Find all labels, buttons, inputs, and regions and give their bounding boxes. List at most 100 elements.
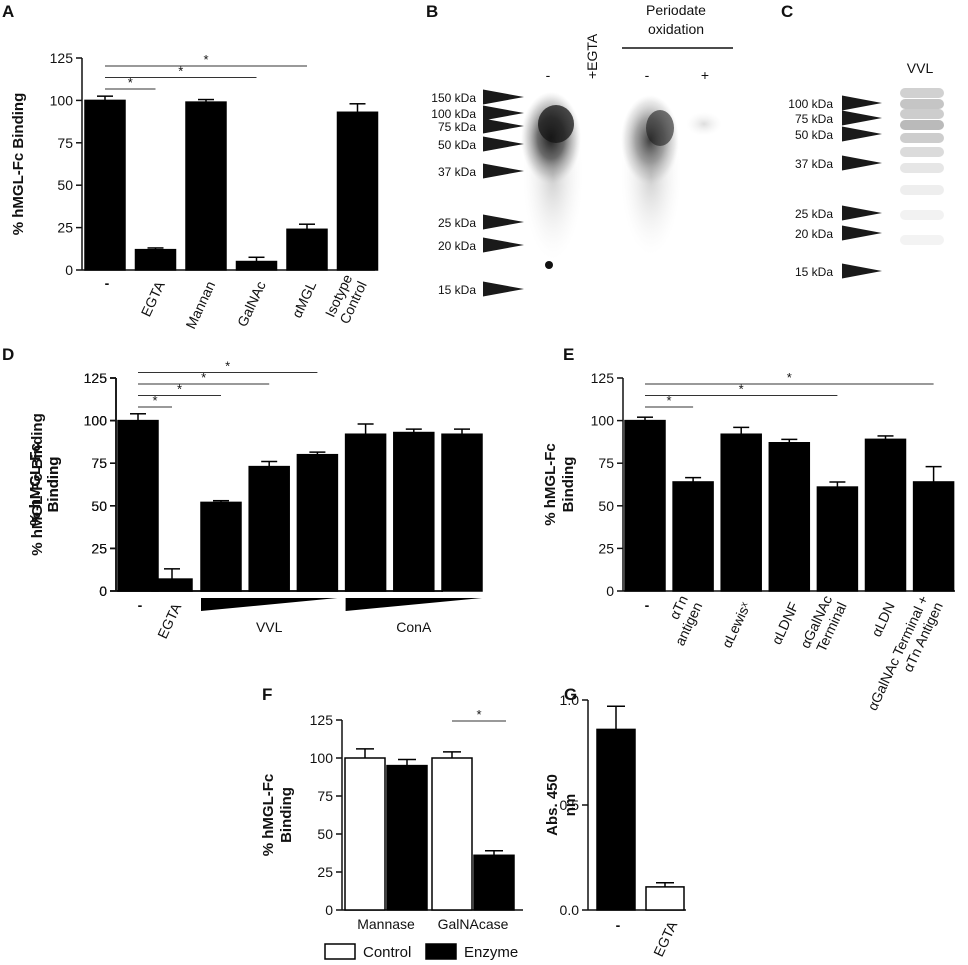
marker-label: 15 kDa (795, 265, 833, 279)
x-tick-label: αLDNF (768, 600, 801, 647)
panel-label: F (262, 685, 272, 704)
y-tick-label: 0 (99, 583, 107, 599)
bar (185, 101, 227, 271)
marker-arrow (483, 105, 524, 121)
y-tick-label: 50 (317, 826, 333, 842)
marker-arrow (842, 126, 882, 142)
y-axis-label-line: % hMGL-Fc (542, 443, 559, 526)
lane-label: VVL (907, 60, 934, 76)
significance-star: * (152, 393, 157, 408)
y-tick-label: 0.5 (560, 797, 580, 813)
y-tick-label: 50 (91, 498, 107, 514)
y-tick-label: 0 (325, 902, 333, 918)
marker-label: 100 kDa (788, 97, 833, 111)
bar (624, 419, 666, 592)
marker-arrow (842, 205, 882, 221)
marker-arrow (483, 118, 524, 134)
bar (134, 248, 177, 271)
blot-band (900, 163, 944, 173)
marker-label: 37 kDa (438, 165, 476, 179)
bar (84, 99, 126, 271)
panel-label: C (781, 2, 793, 21)
x-tick-label-group: GalNAc (234, 279, 269, 329)
significance-star: * (225, 359, 230, 374)
y-axis-label: % hMGL-Fc Binding (10, 93, 27, 235)
bar (235, 260, 278, 271)
legend-label: Control (363, 944, 411, 961)
marker-arrow (483, 214, 524, 230)
significance-star: * (739, 382, 744, 397)
y-axis-label-line: % hMGL-Fc (27, 443, 44, 526)
panel-label: D (2, 345, 14, 364)
y-axis-label-line: Binding (45, 457, 62, 513)
significance-star: * (203, 52, 208, 67)
y-tick-label: 125 (310, 712, 334, 728)
bar (386, 764, 428, 911)
blot-band (900, 235, 944, 245)
x-tick-label: Mannan (182, 279, 218, 332)
x-tick-label: Mannase (357, 916, 415, 932)
marker-label: 15 kDa (438, 283, 476, 297)
y-axis-label: % hMGL-FcBinding (260, 774, 295, 857)
significance-star: * (178, 64, 183, 79)
bar (393, 431, 435, 592)
x-tick-label-group: EGTA (650, 918, 680, 959)
lane-label: - (546, 67, 551, 83)
significance-star: * (201, 370, 206, 385)
lane-label: +EGTA (584, 33, 600, 79)
x-tick-label: GalNAcase (438, 916, 509, 932)
x-tick-label-group: αLDN (868, 600, 898, 639)
x-tick-label: αMGL (289, 278, 320, 320)
y-tick-label: 25 (91, 540, 107, 556)
y-axis-label-line: % hMGL-Fc (27, 443, 44, 526)
y-axis-label-group: % hMGL-FcBinding (542, 443, 577, 526)
y-axis-label-line: Binding (278, 787, 295, 843)
blot-band (686, 112, 722, 136)
blot-band (900, 210, 944, 220)
legend-swatch (425, 943, 457, 960)
y-tick-label: 100 (84, 413, 108, 429)
y-tick-label: 0 (65, 262, 73, 278)
marker-arrow (842, 155, 882, 171)
legend-label: Enzyme (464, 944, 518, 961)
blot-band (900, 133, 944, 143)
marker-label: 25 kDa (795, 207, 833, 221)
y-axis-label-line: % hMGL-Fc (260, 774, 277, 857)
y-axis-label: % hMGL-FcBinding (27, 443, 62, 526)
bar (864, 438, 907, 592)
marker-label: 20 kDa (438, 239, 476, 253)
marker-arrow (842, 263, 882, 279)
marker-label: 20 kDa (795, 227, 833, 241)
bar (344, 433, 387, 592)
x-tick-label-group: αGalNAc Terminal +αTn Antigen (864, 593, 946, 713)
group-label: Periodate oxidation (646, 2, 706, 37)
blot-band (900, 109, 944, 119)
y-axis-label: % hMGL-FcBinding (27, 443, 62, 526)
blot-band (900, 88, 944, 98)
bar (117, 419, 159, 592)
group-label: ConA (396, 619, 432, 635)
group-label-line: oxidation (648, 21, 704, 37)
y-tick-label: 1.0 (560, 692, 580, 708)
y-axis-label-line: Binding (560, 457, 577, 513)
y-axis-label: % hMGL-FcBinding (542, 443, 577, 526)
x-tick-label: - (645, 597, 650, 613)
x-tick-label: αLewisˣ (718, 599, 753, 650)
blot-band-core (538, 105, 574, 143)
panel-label: A (2, 2, 14, 21)
y-tick-label: 25 (598, 540, 614, 556)
blot-band (900, 147, 944, 157)
y-tick-label: 75 (57, 135, 73, 151)
y-tick-label: 25 (91, 540, 107, 556)
significance-star: * (476, 707, 481, 722)
marker-label: 100 kDa (431, 107, 476, 121)
y-tick-label: 125 (591, 370, 615, 386)
x-tick-label-group: αLDNF (768, 600, 801, 647)
marker-arrow (483, 237, 524, 253)
y-tick-label: 100 (84, 413, 108, 429)
marker-label: 25 kDa (438, 216, 476, 230)
group-label-line: Periodate (646, 2, 706, 18)
blot-band-core (646, 110, 674, 146)
panel-label: G (564, 685, 577, 704)
